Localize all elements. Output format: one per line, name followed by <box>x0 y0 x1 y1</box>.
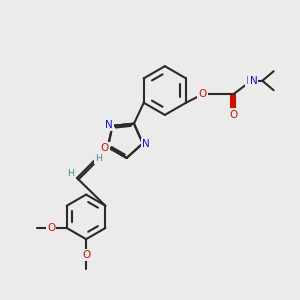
Text: O: O <box>47 223 55 233</box>
Text: O: O <box>229 110 237 120</box>
Text: H: H <box>68 169 74 178</box>
Text: O: O <box>100 143 109 153</box>
Text: H: H <box>95 154 102 163</box>
Text: H: H <box>246 76 253 86</box>
Text: O: O <box>198 89 206 99</box>
Text: O: O <box>82 250 90 260</box>
Text: N: N <box>142 139 150 149</box>
Text: N: N <box>105 120 113 130</box>
Text: N: N <box>250 76 257 86</box>
